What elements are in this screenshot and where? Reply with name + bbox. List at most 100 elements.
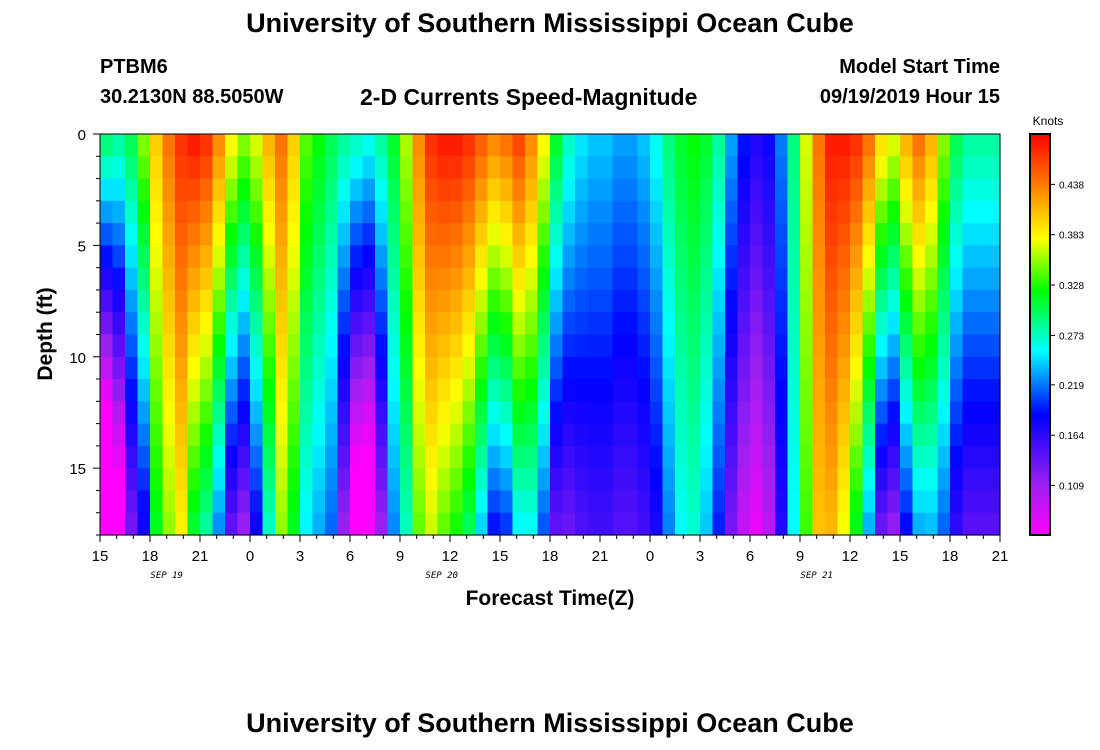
heatmap-cell <box>212 512 226 536</box>
heatmap-cell <box>150 178 164 202</box>
heatmap-cell <box>687 445 701 469</box>
heatmap-cell <box>312 445 326 469</box>
heatmap-cell <box>150 134 164 157</box>
heatmap-cell <box>800 356 814 380</box>
heatmap-cell <box>775 356 789 380</box>
heatmap-cell <box>962 490 976 514</box>
heatmap-cell <box>875 423 889 447</box>
heatmap-cell <box>350 178 364 202</box>
heatmap-cell <box>987 312 1001 336</box>
heatmap-cell <box>537 223 551 246</box>
heatmap-cell <box>912 423 926 447</box>
heatmap-cell <box>362 379 376 402</box>
heatmap-cell <box>425 156 439 180</box>
heatmap-cell <box>125 445 139 469</box>
heatmap-cell <box>812 134 826 157</box>
heatmap-cell <box>362 245 376 269</box>
heatmap-cell <box>475 423 489 447</box>
heatmap-cell <box>337 245 351 269</box>
heatmap-cell <box>400 289 414 313</box>
heatmap-cell <box>750 200 764 224</box>
heatmap-cell <box>325 379 339 402</box>
heatmap-cell <box>237 134 251 157</box>
heatmap-cell <box>837 223 851 246</box>
heatmap-cell <box>575 312 589 336</box>
heatmap-cell <box>125 312 139 336</box>
heatmap-cell <box>737 423 751 447</box>
heatmap-cell <box>400 245 414 269</box>
heatmap-cell <box>562 267 576 291</box>
heatmap-cell <box>612 334 626 358</box>
heatmap-cell <box>287 200 301 224</box>
heatmap-cell <box>537 423 551 447</box>
heatmap-cell <box>875 289 889 313</box>
heatmap-cell <box>550 289 564 313</box>
heatmap-cell <box>125 289 139 313</box>
heatmap-cell <box>450 356 464 380</box>
station-coords: 30.2130N 88.5050W <box>100 86 284 108</box>
heatmap-cell <box>487 200 501 224</box>
heatmap-cell <box>437 512 451 536</box>
heatmap-cell <box>437 401 451 425</box>
heatmap-cell <box>825 334 839 358</box>
heatmap-cell <box>912 134 926 157</box>
heatmap-cell <box>400 312 414 336</box>
x-tick-label: 15 <box>92 548 109 565</box>
heatmap-cell <box>150 379 164 402</box>
heatmap-cell <box>112 334 126 358</box>
heatmap-cell <box>337 134 351 157</box>
heatmap-cell <box>437 490 451 514</box>
heatmap-cell <box>412 401 426 425</box>
heatmap-cell <box>750 267 764 291</box>
heatmap-cell <box>462 356 476 380</box>
heatmap-cell <box>325 468 339 492</box>
x-tick-label: 3 <box>696 548 704 565</box>
heatmap-cell <box>900 289 914 313</box>
heatmap-cell <box>275 379 289 402</box>
heatmap-cell <box>162 134 176 157</box>
heatmap-cell <box>275 490 289 514</box>
heatmap-cell <box>287 267 301 291</box>
heatmap-cell <box>287 334 301 358</box>
heatmap-cell <box>812 490 826 514</box>
heatmap-cell <box>137 356 151 380</box>
heatmap-cell <box>950 178 964 202</box>
heatmap-cell <box>500 423 514 447</box>
heatmap-cell <box>250 245 264 269</box>
heatmap-cell <box>275 223 289 246</box>
heatmap-cell <box>662 245 676 269</box>
heatmap-cell <box>262 468 276 492</box>
heatmap-cell <box>850 178 864 202</box>
heatmap-cell <box>425 312 439 336</box>
heatmap-cell <box>925 423 939 447</box>
heatmap-cell <box>875 334 889 358</box>
heatmap-cell <box>787 468 801 492</box>
heatmap-cell <box>387 356 401 380</box>
heatmap-cell <box>437 423 451 447</box>
heatmap-cell <box>350 490 364 514</box>
heatmap-cell <box>312 468 326 492</box>
heatmap-cell <box>150 512 164 536</box>
heatmap-cell <box>100 267 114 291</box>
heatmap-cell <box>650 156 664 180</box>
heatmap-cell <box>275 445 289 469</box>
heatmap-cell <box>837 267 851 291</box>
heatmap-cell <box>962 267 976 291</box>
heatmap-cell <box>475 223 489 246</box>
heatmap-cell <box>437 267 451 291</box>
heatmap-cell <box>775 423 789 447</box>
heatmap-cell <box>437 245 451 269</box>
heatmap-cell <box>575 267 589 291</box>
heatmap-cell <box>550 334 564 358</box>
heatmap-cell <box>300 223 314 246</box>
heatmap-cell <box>425 267 439 291</box>
main-title: University of Southern Mississippi Ocean… <box>246 8 854 38</box>
heatmap-cell <box>200 267 214 291</box>
heatmap-cell <box>337 379 351 402</box>
heatmap-cell <box>100 445 114 469</box>
heatmap-cell <box>425 289 439 313</box>
heatmap-cell <box>950 379 964 402</box>
heatmap-cell <box>537 401 551 425</box>
heatmap-cell <box>925 312 939 336</box>
heatmap-cell <box>550 223 564 246</box>
